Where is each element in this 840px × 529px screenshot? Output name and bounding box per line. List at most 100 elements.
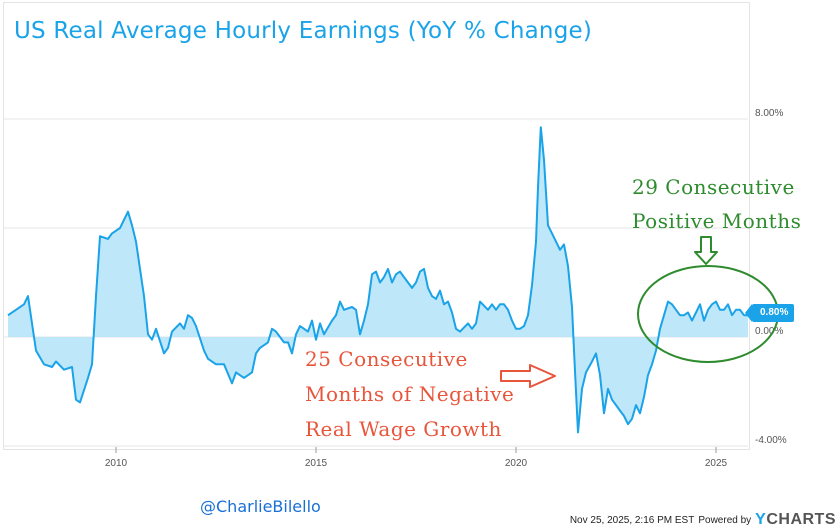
data-point[interactable] — [339, 300, 342, 303]
data-point[interactable] — [399, 270, 402, 273]
data-point[interactable] — [435, 297, 438, 300]
data-point[interactable] — [331, 319, 334, 322]
data-point[interactable] — [683, 314, 686, 317]
data-point[interactable] — [315, 338, 318, 341]
data-point[interactable] — [43, 363, 46, 366]
data-point[interactable] — [585, 371, 588, 374]
data-point[interactable] — [571, 306, 574, 309]
data-point[interactable] — [275, 330, 278, 333]
data-point[interactable] — [423, 267, 426, 270]
data-point[interactable] — [563, 243, 566, 246]
data-point[interactable] — [675, 308, 678, 311]
data-point[interactable] — [491, 303, 494, 306]
data-point[interactable] — [119, 227, 122, 230]
data-point[interactable] — [727, 303, 730, 306]
data-point[interactable] — [499, 303, 502, 306]
data-point[interactable] — [383, 276, 386, 279]
data-point[interactable] — [543, 158, 546, 161]
data-point[interactable] — [719, 308, 722, 311]
data-point[interactable] — [179, 322, 182, 325]
data-point[interactable] — [631, 417, 634, 420]
data-point[interactable] — [731, 314, 734, 317]
data-point[interactable] — [459, 330, 462, 333]
data-point[interactable] — [203, 349, 206, 352]
data-point[interactable] — [343, 308, 346, 311]
data-point[interactable] — [55, 360, 58, 363]
data-point[interactable] — [163, 352, 166, 355]
data-point[interactable] — [723, 308, 726, 311]
data-point[interactable] — [603, 412, 606, 415]
data-point[interactable] — [415, 281, 418, 284]
data-point[interactable] — [671, 303, 674, 306]
data-point[interactable] — [267, 341, 270, 344]
data-point[interactable] — [363, 319, 366, 322]
data-point[interactable] — [31, 322, 34, 325]
data-point[interactable] — [527, 314, 530, 317]
data-point[interactable] — [537, 186, 540, 189]
data-point[interactable] — [567, 265, 570, 268]
data-point[interactable] — [299, 325, 302, 328]
data-point[interactable] — [711, 303, 714, 306]
data-point[interactable] — [623, 415, 626, 418]
data-point[interactable] — [155, 327, 158, 330]
data-point[interactable] — [63, 368, 66, 371]
data-point[interactable] — [555, 240, 558, 243]
data-point[interactable] — [351, 306, 354, 309]
data-point[interactable] — [507, 308, 510, 311]
data-point[interactable] — [647, 374, 650, 377]
data-point[interactable] — [223, 363, 226, 366]
data-point[interactable] — [235, 371, 238, 374]
data-point[interactable] — [687, 311, 690, 314]
data-point[interactable] — [95, 295, 98, 298]
data-point[interactable] — [655, 349, 658, 352]
data-point[interactable] — [439, 289, 442, 292]
data-point[interactable] — [455, 327, 458, 330]
data-point[interactable] — [519, 327, 522, 330]
data-point[interactable] — [167, 346, 170, 349]
data-point[interactable] — [371, 273, 374, 276]
data-point[interactable] — [611, 398, 614, 401]
data-point[interactable] — [135, 240, 138, 243]
data-point[interactable] — [479, 300, 482, 303]
data-point[interactable] — [573, 349, 576, 352]
data-point[interactable] — [271, 327, 274, 330]
data-point[interactable] — [515, 327, 518, 330]
data-point[interactable] — [487, 308, 490, 311]
data-point[interactable] — [259, 346, 262, 349]
data-point[interactable] — [231, 382, 234, 385]
data-point[interactable] — [427, 286, 430, 289]
data-point[interactable] — [355, 308, 358, 311]
data-point[interactable] — [535, 240, 538, 243]
data-point[interactable] — [635, 404, 638, 407]
data-point[interactable] — [51, 366, 54, 369]
data-point[interactable] — [295, 333, 298, 336]
data-point[interactable] — [171, 330, 174, 333]
data-point[interactable] — [659, 327, 662, 330]
data-point[interactable] — [607, 387, 610, 390]
data-point[interactable] — [411, 286, 414, 289]
data-point[interactable] — [581, 387, 584, 390]
data-point[interactable] — [407, 281, 410, 284]
data-point[interactable] — [283, 341, 286, 344]
data-point[interactable] — [319, 322, 322, 325]
data-point[interactable] — [627, 423, 630, 426]
data-point[interactable] — [715, 300, 718, 303]
data-point[interactable] — [643, 395, 646, 398]
data-point[interactable] — [599, 374, 602, 377]
data-point[interactable] — [531, 284, 534, 287]
data-point[interactable] — [511, 319, 514, 322]
data-point[interactable] — [87, 376, 90, 379]
data-point[interactable] — [547, 224, 550, 227]
data-point[interactable] — [151, 338, 154, 341]
data-point[interactable] — [495, 308, 498, 311]
data-point[interactable] — [651, 363, 654, 366]
data-point[interactable] — [615, 404, 618, 407]
data-point[interactable] — [431, 295, 434, 298]
data-point[interactable] — [15, 308, 18, 311]
data-point[interactable] — [503, 303, 506, 306]
data-point[interactable] — [251, 371, 254, 374]
data-point[interactable] — [99, 235, 102, 238]
data-point[interactable] — [551, 232, 554, 235]
data-point[interactable] — [287, 341, 290, 344]
data-point[interactable] — [91, 363, 94, 366]
